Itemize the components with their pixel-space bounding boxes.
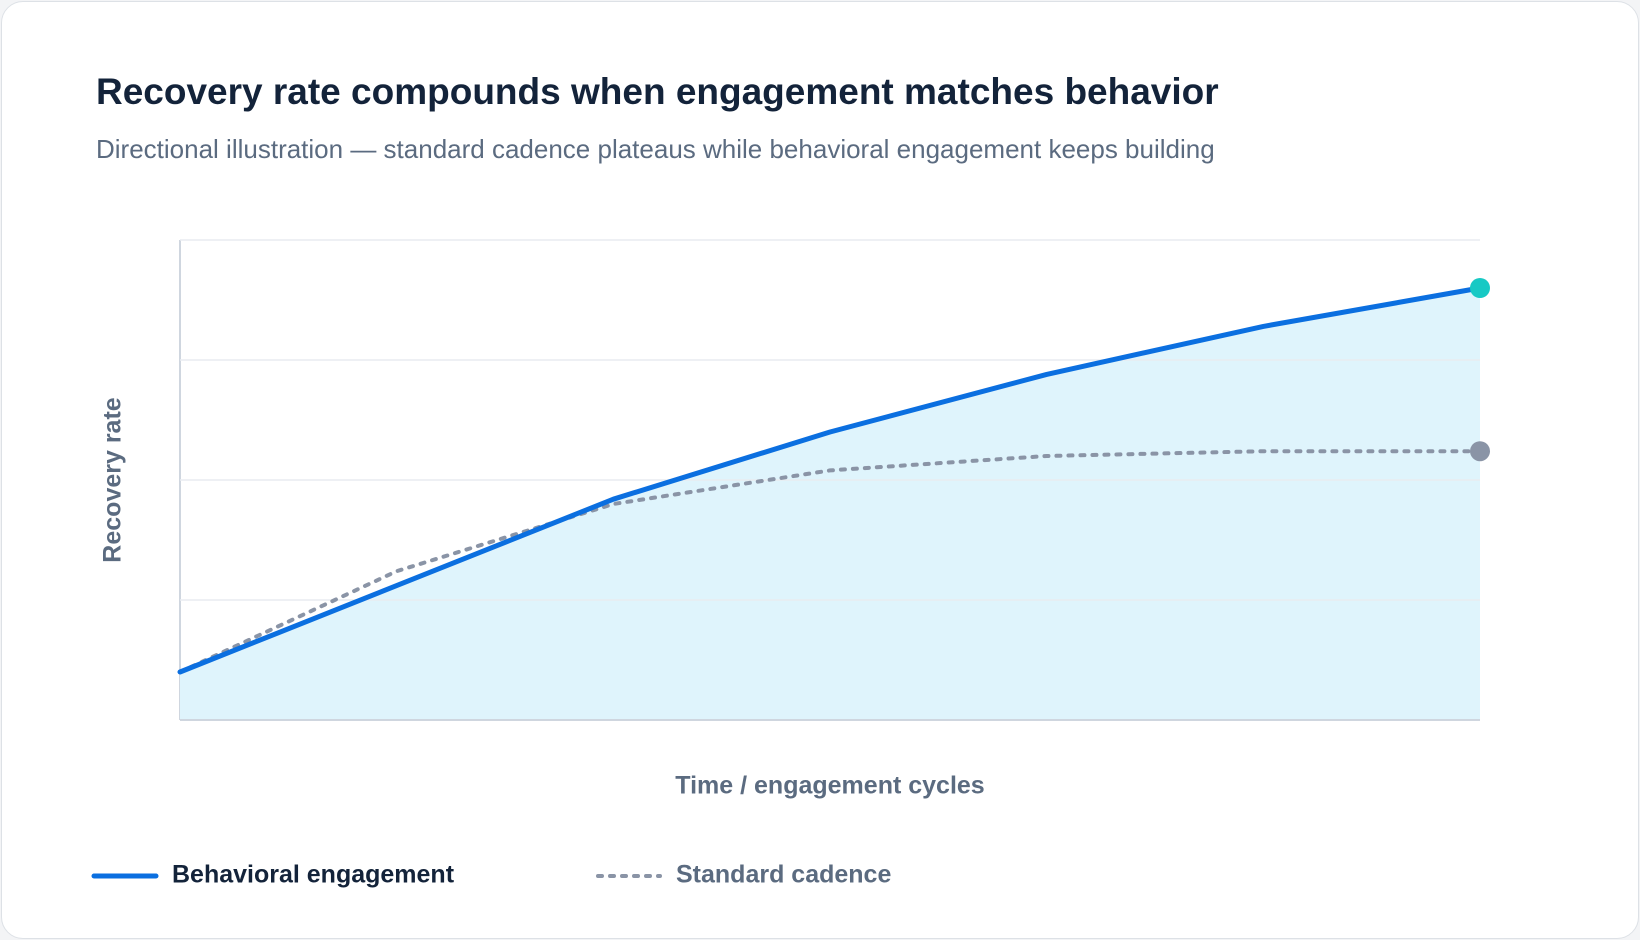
legend-label: Behavioral engagement (172, 861, 455, 889)
line (177, 285, 1483, 675)
x-axis-label: Time / engagement cycles (675, 772, 984, 800)
end-point (1470, 441, 1490, 462)
end-point (1470, 278, 1490, 298)
y-axis-label: Recovery rate (99, 397, 127, 562)
chart-subtitle: Directional illustration — standard cade… (96, 134, 1215, 164)
area (180, 288, 1480, 720)
line (178, 449, 1482, 674)
chart-title: Recovery rate compounds when engagement … (96, 71, 1219, 112)
legend-label: Standard cadence (676, 861, 891, 889)
